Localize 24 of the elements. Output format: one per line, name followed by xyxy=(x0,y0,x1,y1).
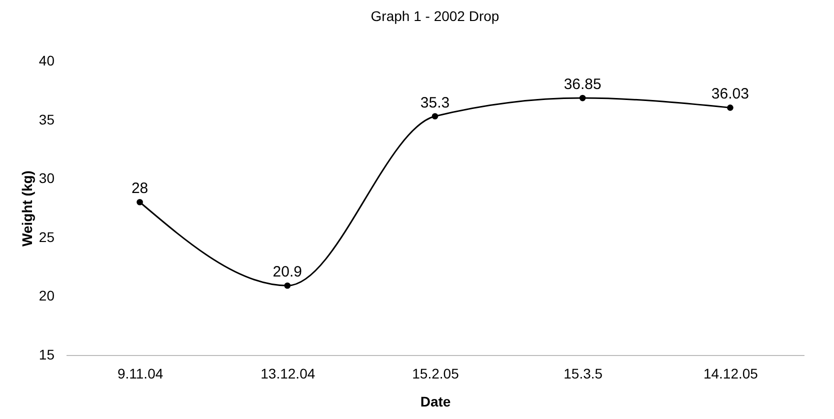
chart-title: Graph 1 - 2002 Drop xyxy=(370,8,500,24)
x-tick-label: 14.12.05 xyxy=(703,366,758,382)
data-label: 28 xyxy=(131,180,148,198)
x-axis-title: Date xyxy=(420,394,451,410)
point xyxy=(727,104,734,111)
y-tick-label: 30 xyxy=(38,170,55,186)
point xyxy=(432,113,438,120)
data-label: 20.9 xyxy=(272,264,302,281)
y-tick-label: 35 xyxy=(38,111,55,128)
data-label: 36.03 xyxy=(711,86,749,103)
x-tick-label: 9.11.04 xyxy=(117,366,164,382)
y-tick-label: 40 xyxy=(38,52,55,68)
point xyxy=(136,198,143,206)
point xyxy=(579,94,586,102)
data-label: 35.3 xyxy=(420,94,450,112)
data-label: 36.85 xyxy=(564,76,602,94)
y-tick-label: 20 xyxy=(38,288,55,304)
y-tick-label: 25 xyxy=(38,228,55,245)
y-axis-title: Weight (kg) xyxy=(18,170,35,246)
point xyxy=(284,282,291,289)
x-tick-label: 15.3.5 xyxy=(564,366,603,382)
y-tick-label: 15 xyxy=(38,346,55,362)
x-tick-label: 15.2.05 xyxy=(412,366,460,382)
x-tick-label: 13.12.04 xyxy=(260,366,316,382)
